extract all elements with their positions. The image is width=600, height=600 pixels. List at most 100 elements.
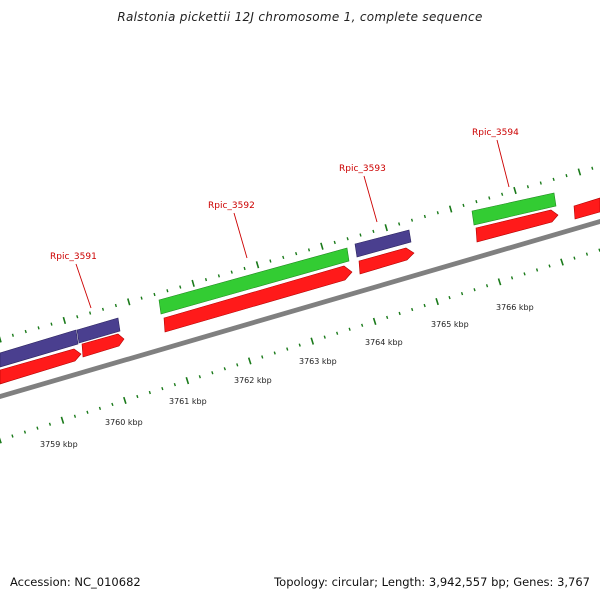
leader-line-3591 xyxy=(75,263,92,309)
upper-track-tick xyxy=(539,181,542,185)
upper-track-tick xyxy=(153,292,156,297)
map-title: Ralstonia pickettii 12J chromosome 1, co… xyxy=(117,10,483,24)
gene-label-rpic-3594[interactable]: Rpic_3594 xyxy=(472,128,519,138)
backbone-line xyxy=(0,219,600,399)
lower-track-tick xyxy=(123,396,127,405)
upper-track-tick xyxy=(179,285,182,289)
lower-track-tick xyxy=(273,351,276,355)
upper-track-tick xyxy=(320,242,324,250)
lower-track-tick xyxy=(247,357,252,365)
gene-block-1[interactable] xyxy=(0,329,79,368)
upper-track-tick xyxy=(24,329,27,334)
gene-arrow-3[interactable] xyxy=(163,265,353,333)
upper-track-tick xyxy=(0,336,2,343)
upper-tick-track xyxy=(0,166,594,343)
gene-block-2[interactable] xyxy=(76,317,121,344)
upper-track-tick xyxy=(11,333,14,337)
lower-track-tick xyxy=(573,256,576,260)
leader-line-3592 xyxy=(233,212,248,259)
upper-track-tick xyxy=(410,218,414,222)
lower-track-tick xyxy=(0,437,2,444)
lower-track-tick xyxy=(236,363,239,367)
lower-track-tick xyxy=(211,371,214,375)
gene-block-4[interactable] xyxy=(158,247,350,315)
upper-track-tick xyxy=(591,166,594,170)
gene-label-rpic-3591[interactable]: Rpic_3591 xyxy=(50,252,97,262)
upper-track-tick xyxy=(282,255,285,260)
upper-track-tick xyxy=(436,211,439,215)
lower-track-tick xyxy=(286,347,289,351)
upper-track-tick xyxy=(243,266,246,271)
lower-track-tick xyxy=(435,297,439,306)
upper-track-tick xyxy=(89,311,92,315)
lower-track-tick xyxy=(485,284,489,288)
upper-track-tick xyxy=(37,326,40,330)
lower-track-tick xyxy=(136,394,139,399)
kbp-scale-labels: 3759 kbp 3760 kbp 3761 kbp 3762 kbp 3763… xyxy=(40,303,534,449)
gene-label-rpic-3593[interactable]: Rpic_3593 xyxy=(339,164,386,174)
lower-track-tick xyxy=(560,258,564,266)
lower-track-tick xyxy=(448,295,451,300)
upper-track-tick xyxy=(255,261,260,269)
upper-track-tick xyxy=(101,307,105,311)
upper-track-tick xyxy=(127,298,131,306)
lower-track-tick xyxy=(585,252,589,256)
lower-track-tick xyxy=(372,317,377,325)
lower-track-tick xyxy=(48,422,52,426)
lower-track-tick xyxy=(223,367,226,371)
lower-track-tick xyxy=(298,343,301,347)
lower-track-tick xyxy=(73,414,77,418)
lower-track-tick xyxy=(161,386,164,391)
upper-track-tick xyxy=(513,186,517,195)
upper-track-tick xyxy=(501,192,504,196)
gene-block-3[interactable] xyxy=(354,229,412,258)
lower-tick-track xyxy=(0,248,600,444)
lower-track-tick xyxy=(336,331,339,335)
lower-track-tick xyxy=(548,264,551,268)
kbp-label-3761: 3761 kbp xyxy=(169,397,207,406)
kbp-label-3765: 3765 kbp xyxy=(431,320,469,329)
upper-track-tick xyxy=(191,279,195,287)
gene-arrow-5[interactable] xyxy=(475,209,559,243)
gene-label-leaders xyxy=(75,139,510,309)
lower-track-tick xyxy=(261,355,264,359)
kbp-label-3763: 3763 kbp xyxy=(299,357,337,366)
lower-track-tick xyxy=(361,323,364,327)
gene-arrow-1[interactable] xyxy=(0,348,82,385)
gene-track-green xyxy=(158,192,557,315)
gene-track-red xyxy=(0,197,600,385)
lower-track-tick xyxy=(423,303,426,308)
upper-track-tick xyxy=(359,233,362,237)
upper-track-tick xyxy=(307,248,311,252)
upper-track-tick xyxy=(140,296,143,300)
lower-track-tick xyxy=(36,426,39,430)
lower-track-tick xyxy=(60,416,65,424)
accession-text: Accession: NC_010682 xyxy=(10,575,141,589)
upper-track-tick xyxy=(230,270,233,274)
upper-track-tick xyxy=(423,214,426,219)
upper-track-tick xyxy=(462,203,465,207)
upper-track-tick xyxy=(204,278,208,282)
kbp-label-3762: 3762 kbp xyxy=(234,376,272,385)
lower-track-tick xyxy=(11,434,14,438)
gene-arrow-6[interactable] xyxy=(573,197,600,220)
upper-track-tick xyxy=(552,177,555,182)
upper-track-tick xyxy=(372,229,375,233)
gene-label-rpic-3592[interactable]: Rpic_3592 xyxy=(208,201,255,211)
gene-track-blue xyxy=(0,229,412,368)
upper-track-tick xyxy=(577,168,582,176)
upper-track-tick xyxy=(50,322,53,326)
lower-track-tick xyxy=(310,337,315,345)
lower-track-tick xyxy=(411,307,414,312)
lower-track-tick xyxy=(510,276,514,280)
gene-arrow-4[interactable] xyxy=(358,247,415,275)
lower-track-tick xyxy=(173,382,176,387)
kbp-label-3764: 3764 kbp xyxy=(365,338,403,347)
gene-arrow-2[interactable] xyxy=(81,333,125,358)
kbp-label-3766: 3766 kbp xyxy=(496,303,534,312)
gene-labels: Rpic_3591 Rpic_3592 Rpic_3593 Rpic_3594 xyxy=(50,128,519,262)
upper-track-tick xyxy=(475,200,478,204)
gene-block-5[interactable] xyxy=(471,192,557,226)
leader-line-3593 xyxy=(363,175,378,223)
